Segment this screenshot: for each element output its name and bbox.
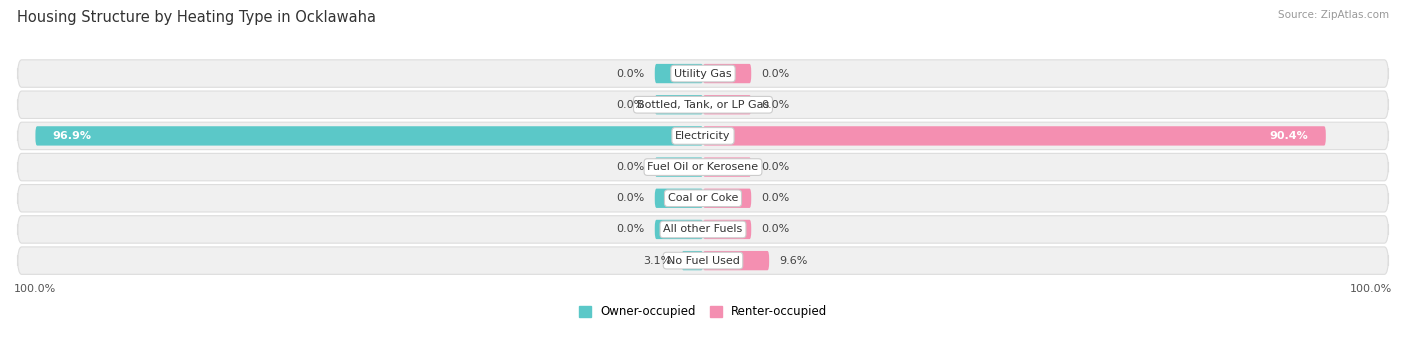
FancyBboxPatch shape xyxy=(703,220,751,239)
FancyBboxPatch shape xyxy=(703,251,769,270)
FancyBboxPatch shape xyxy=(655,64,703,83)
Text: 3.1%: 3.1% xyxy=(643,256,671,266)
Text: 9.6%: 9.6% xyxy=(779,256,808,266)
FancyBboxPatch shape xyxy=(703,158,751,177)
FancyBboxPatch shape xyxy=(703,189,751,208)
Text: Coal or Coke: Coal or Coke xyxy=(668,193,738,203)
Text: 0.0%: 0.0% xyxy=(762,193,790,203)
FancyBboxPatch shape xyxy=(703,126,1326,146)
Text: 100.0%: 100.0% xyxy=(1350,284,1392,294)
FancyBboxPatch shape xyxy=(17,91,1389,118)
FancyBboxPatch shape xyxy=(682,251,703,270)
Text: Bottled, Tank, or LP Gas: Bottled, Tank, or LP Gas xyxy=(637,100,769,110)
Text: Utility Gas: Utility Gas xyxy=(675,69,731,78)
Text: 0.0%: 0.0% xyxy=(762,162,790,172)
Text: 0.0%: 0.0% xyxy=(762,100,790,110)
FancyBboxPatch shape xyxy=(17,122,1389,150)
Text: 100.0%: 100.0% xyxy=(14,284,56,294)
Legend: Owner-occupied, Renter-occupied: Owner-occupied, Renter-occupied xyxy=(579,305,827,318)
FancyBboxPatch shape xyxy=(703,95,751,114)
FancyBboxPatch shape xyxy=(17,247,1389,275)
FancyBboxPatch shape xyxy=(35,126,703,146)
Text: 0.0%: 0.0% xyxy=(616,224,644,235)
Text: 0.0%: 0.0% xyxy=(616,162,644,172)
Text: All other Fuels: All other Fuels xyxy=(664,224,742,235)
FancyBboxPatch shape xyxy=(655,189,703,208)
Text: 90.4%: 90.4% xyxy=(1270,131,1309,141)
Text: Electricity: Electricity xyxy=(675,131,731,141)
Text: 0.0%: 0.0% xyxy=(762,69,790,78)
Text: 0.0%: 0.0% xyxy=(616,69,644,78)
Text: 0.0%: 0.0% xyxy=(616,193,644,203)
FancyBboxPatch shape xyxy=(703,64,751,83)
FancyBboxPatch shape xyxy=(655,220,703,239)
Text: Housing Structure by Heating Type in Ocklawaha: Housing Structure by Heating Type in Ock… xyxy=(17,10,375,25)
Text: 0.0%: 0.0% xyxy=(762,224,790,235)
Text: 0.0%: 0.0% xyxy=(616,100,644,110)
Text: Fuel Oil or Kerosene: Fuel Oil or Kerosene xyxy=(647,162,759,172)
FancyBboxPatch shape xyxy=(17,216,1389,243)
FancyBboxPatch shape xyxy=(17,153,1389,181)
FancyBboxPatch shape xyxy=(17,60,1389,87)
FancyBboxPatch shape xyxy=(655,95,703,114)
Text: Source: ZipAtlas.com: Source: ZipAtlas.com xyxy=(1278,10,1389,20)
Text: No Fuel Used: No Fuel Used xyxy=(666,256,740,266)
FancyBboxPatch shape xyxy=(655,158,703,177)
Text: 96.9%: 96.9% xyxy=(52,131,91,141)
FancyBboxPatch shape xyxy=(17,184,1389,212)
